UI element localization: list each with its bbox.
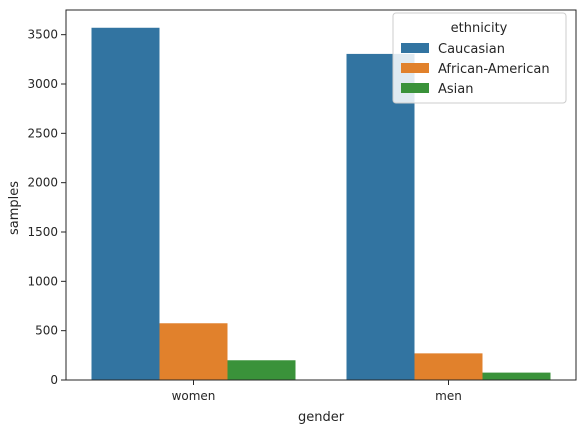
x-axis-label: gender xyxy=(298,410,345,425)
y-tick-label: 0 xyxy=(50,373,58,387)
legend-swatch xyxy=(401,63,429,73)
legend-swatch xyxy=(401,43,429,53)
plot-frame xyxy=(65,9,577,381)
bar-asian-women xyxy=(227,360,296,380)
legend: ethnicity Caucasian African-American Asian xyxy=(392,12,567,104)
legend-title: ethnicity xyxy=(451,21,508,36)
y-tick-label: 1500 xyxy=(27,225,58,239)
plot-area xyxy=(65,9,577,381)
legend-frame xyxy=(392,12,567,104)
y-tick-label: 2000 xyxy=(27,176,58,190)
y-axis-label: samples xyxy=(7,181,22,235)
legend-label: Asian xyxy=(438,82,473,97)
bar-caucasian-women xyxy=(91,27,160,380)
legend-label: Caucasian xyxy=(438,42,505,57)
bar-african-american-men xyxy=(414,353,483,380)
legend-swatch xyxy=(401,83,429,93)
x-axis: women men xyxy=(172,380,462,403)
bar-caucasian-men xyxy=(346,53,415,380)
x-tick-label: women xyxy=(172,389,216,403)
y-tick-label: 3500 xyxy=(27,28,58,42)
x-tick-label: men xyxy=(435,389,462,403)
y-tick-label: 2500 xyxy=(27,126,58,140)
y-tick-label: 500 xyxy=(35,324,58,338)
bar-african-american-women xyxy=(159,323,228,380)
bar-asian-men xyxy=(482,372,551,380)
y-tick-label: 1000 xyxy=(27,274,58,288)
legend-label: African-American xyxy=(438,62,550,77)
y-tick-label: 3000 xyxy=(27,77,58,91)
y-axis: 0 500 1000 1500 2000 2500 3000 3500 xyxy=(27,28,66,387)
